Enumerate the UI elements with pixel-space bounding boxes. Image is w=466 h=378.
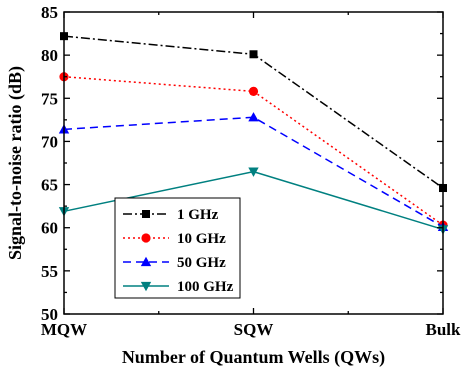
x-tick-label: SQW (234, 320, 274, 339)
data-point (248, 167, 259, 177)
legend-item: 1 GHz (123, 207, 219, 223)
legend-marker (140, 256, 152, 267)
legend-label: 50 GHz (177, 255, 226, 271)
legend-item: 100 GHz (123, 279, 234, 295)
y-tick-label: 65 (41, 176, 58, 195)
legend-item: 10 GHz (123, 231, 226, 247)
legend-label: 1 GHz (177, 207, 219, 223)
y-tick-label: 75 (41, 89, 58, 108)
y-tick-label: 50 (41, 305, 58, 324)
legend-marker (142, 210, 150, 218)
legend-label: 100 GHz (177, 279, 234, 295)
data-point (248, 86, 259, 96)
y-tick-label: 60 (41, 219, 58, 238)
data-point (248, 112, 259, 122)
legend-label: 10 GHz (177, 231, 226, 247)
y-tick-label: 85 (41, 3, 58, 22)
x-tick-label: Bulk (426, 320, 462, 339)
legend-marker (140, 281, 152, 292)
y-tick-label: 70 (41, 132, 58, 151)
y-tick-label: 55 (41, 262, 58, 281)
legend: 1 GHz 10 GHz 50 GHz 100 GHz (114, 197, 241, 299)
y-tick-label: 80 (41, 46, 58, 65)
legend-item: 50 GHz (123, 255, 226, 271)
axes-group: 50 55 60 65 70 75 80 85 MQW SQW Bulk (41, 3, 461, 339)
legend-marker (141, 233, 151, 243)
x-tick-label: MQW (41, 320, 87, 339)
x-axis-title: Number of Quantum Wells (QWs) (122, 347, 385, 368)
data-point (249, 50, 258, 59)
y-axis-title: Signal-to-noise ratio (dB) (5, 66, 26, 260)
